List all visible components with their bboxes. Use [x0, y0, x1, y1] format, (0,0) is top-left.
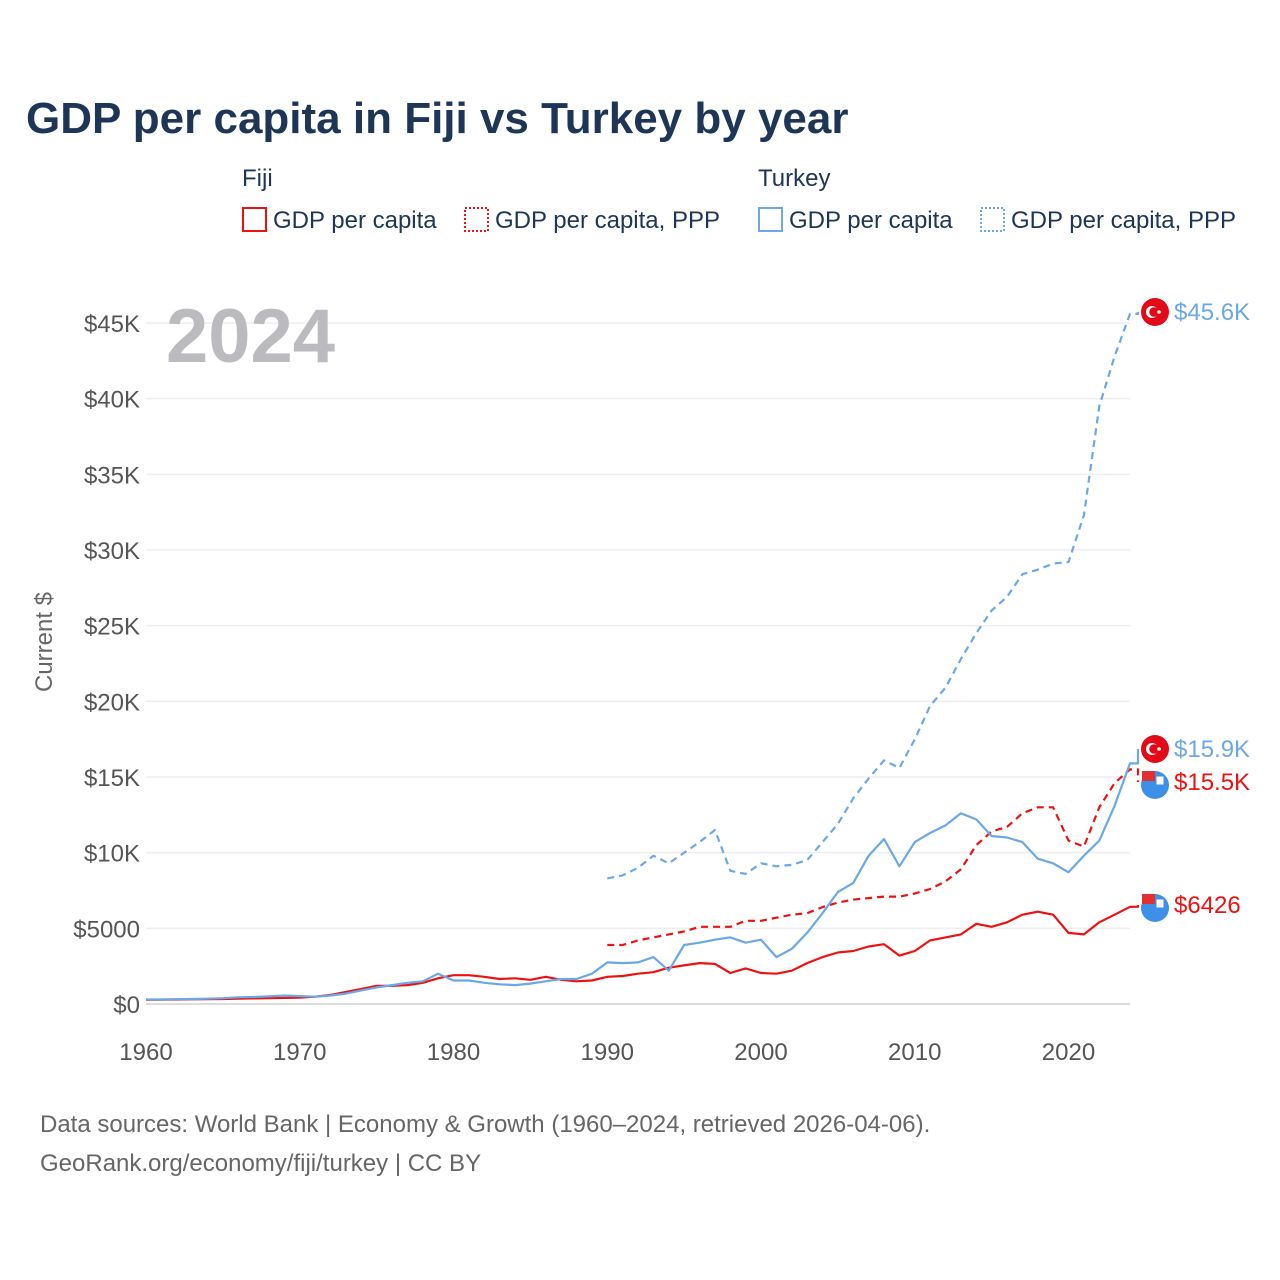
fiji-flag-icon	[1141, 771, 1169, 799]
series-line-0	[145, 905, 1140, 1001]
y-tick-label: $0	[113, 992, 140, 1019]
x-tick-label: 1970	[273, 1039, 326, 1066]
y-tick-label: $25K	[84, 614, 140, 641]
source-line-2[interactable]: GeoRank.org/economy/fiji/turkey | CC BY	[40, 1150, 481, 1177]
x-tick-label: 2020	[1042, 1039, 1095, 1066]
y-axis-label: Current $	[31, 592, 58, 692]
y-tick-label: $10K	[84, 841, 140, 868]
x-tick-label: 1990	[581, 1039, 634, 1066]
end-label: $6426	[1174, 892, 1241, 919]
end-label: $15.9K	[1174, 736, 1250, 763]
legend: Fiji GDP per capita GDP per capita, PPP …	[242, 165, 1236, 234]
x-tick-label: 2000	[734, 1039, 787, 1066]
y-tick-label: $20K	[84, 689, 140, 716]
y-tick-label: $30K	[84, 538, 140, 565]
legend-label-turkey-ppp[interactable]: GDP per capita, PPP	[1011, 207, 1236, 234]
legend-group-fiji: Fiji	[242, 165, 273, 192]
end-label: $15.5K	[1174, 769, 1250, 796]
series-lines	[145, 312, 1140, 1001]
year-overlay: 2024	[166, 294, 335, 379]
y-tick-label: $40K	[84, 387, 140, 414]
y-tick-label: $35K	[84, 462, 140, 489]
legend-swatch-fiji-ppp	[464, 207, 489, 232]
x-tick-label: 2010	[888, 1039, 941, 1066]
y-axis: $0 $5000 $10K $15K $20K $25K $30K $35K $40K $45K	[73, 311, 140, 1019]
end-labels: $6426 $15.5K $15.9K $45.6K	[1141, 298, 1250, 922]
legend-swatch-fiji-gdp	[242, 207, 267, 232]
y-tick-label: $15K	[84, 765, 140, 792]
y-tick-label: $45K	[84, 311, 140, 338]
turkey-flag-icon	[1141, 298, 1169, 326]
x-axis: 1960 1970 1980 1990 2000 2010 2020	[119, 1039, 1095, 1066]
chart-title: GDP per capita in Fiji vs Turkey by year	[26, 94, 849, 143]
grid	[146, 322, 1130, 1005]
end-label: $45.6K	[1174, 299, 1250, 326]
legend-label-fiji-gdp[interactable]: GDP per capita	[273, 207, 437, 234]
x-tick-label: 1960	[119, 1039, 172, 1066]
series-line-3	[607, 312, 1140, 880]
turkey-flag-icon	[1141, 735, 1169, 763]
legend-swatch-turkey-ppp	[980, 207, 1005, 232]
legend-label-turkey-gdp[interactable]: GDP per capita	[789, 207, 953, 234]
legend-swatch-turkey-gdp	[758, 207, 783, 232]
x-tick-label: 1980	[427, 1039, 480, 1066]
legend-label-fiji-ppp[interactable]: GDP per capita, PPP	[495, 207, 720, 234]
y-tick-label: $5000	[73, 916, 140, 943]
series-line-1	[607, 768, 1140, 947]
series-line-2	[146, 749, 1140, 1001]
fiji-flag-icon	[1141, 894, 1169, 922]
legend-group-turkey: Turkey	[758, 165, 830, 192]
source-line-1: Data sources: World Bank | Economy & Gro…	[40, 1111, 930, 1138]
